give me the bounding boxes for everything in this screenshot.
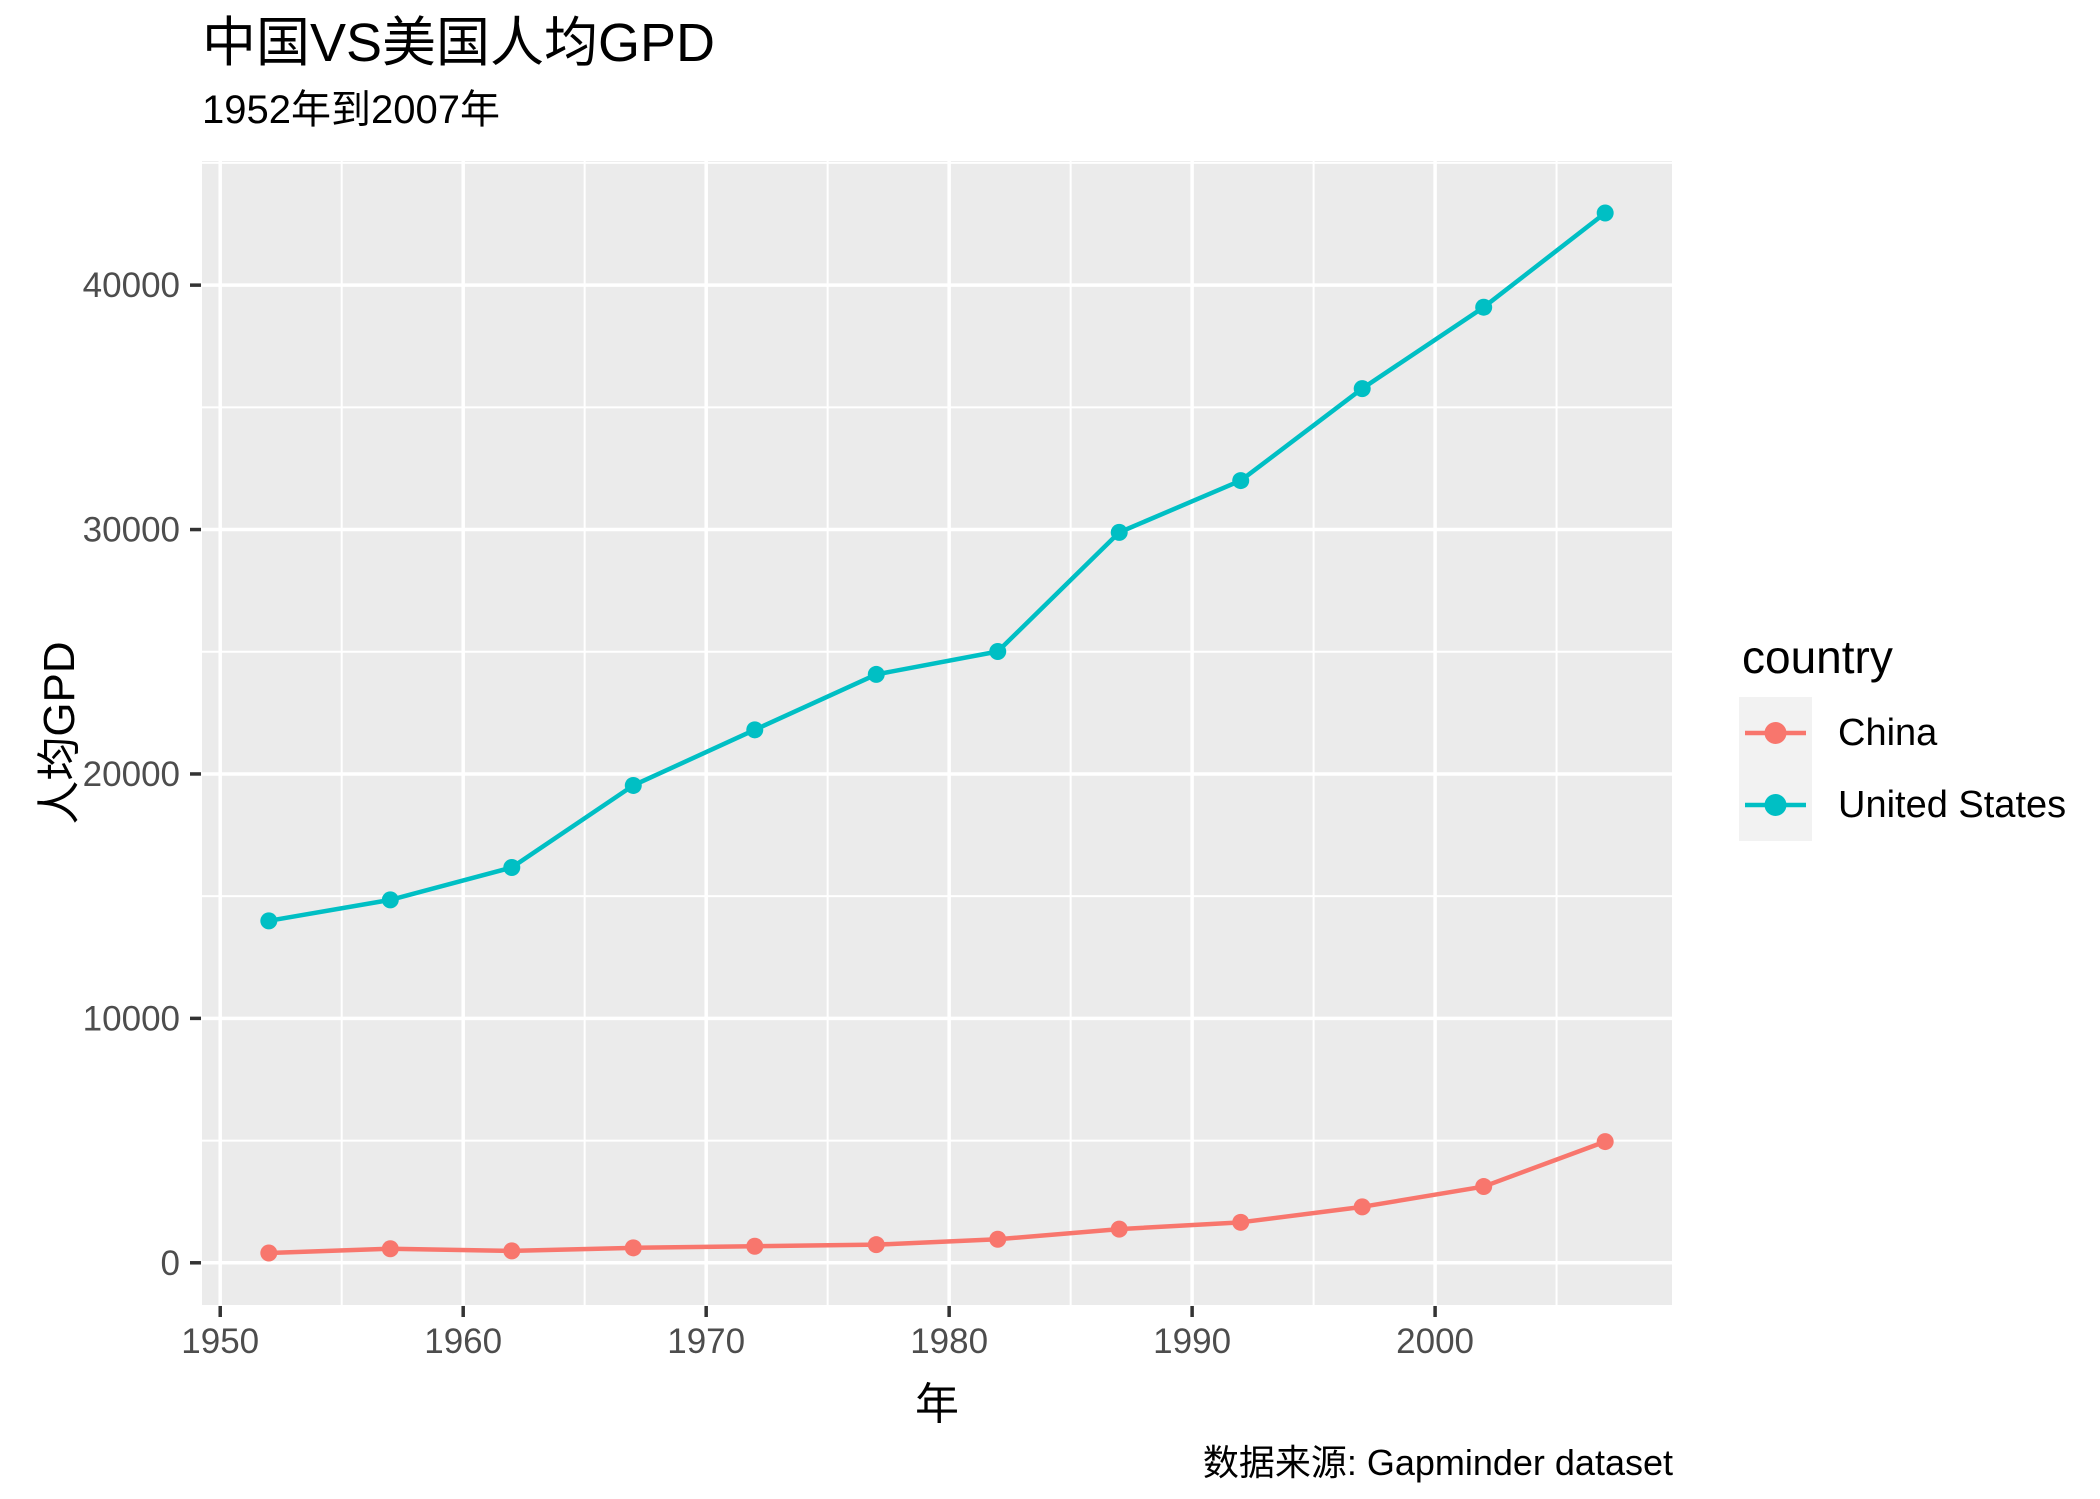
y-tick-label: 30000 — [83, 511, 180, 550]
legend-item-united-states: United States — [1739, 769, 2067, 842]
chart-caption: 数据来源: Gapminder dataset — [1202, 1442, 1673, 1483]
data-point-china — [989, 1230, 1007, 1248]
legend: country China United States — [1739, 630, 2067, 842]
data-point-united-states — [1232, 472, 1250, 490]
y-tick-label: 20000 — [83, 755, 180, 794]
legend-label-united-states: United States — [1838, 783, 2067, 826]
x-tick-label: 1970 — [667, 1322, 745, 1361]
data-point-united-states — [989, 643, 1007, 661]
x-tick-label: 1980 — [910, 1322, 988, 1361]
legend-key-symbol-united-states — [1739, 769, 1812, 842]
data-point-united-states — [746, 721, 764, 739]
x-tick-label: 1950 — [181, 1322, 259, 1361]
data-point-china — [1110, 1220, 1128, 1238]
data-point-united-states — [1475, 298, 1493, 316]
legend-title: country — [1742, 631, 1893, 683]
legend-key-symbol-china — [1739, 697, 1812, 770]
data-point-china — [1596, 1133, 1614, 1151]
data-point-china — [503, 1242, 521, 1260]
data-point-united-states — [1596, 204, 1614, 222]
x-tick-label: 1960 — [424, 1322, 502, 1361]
data-point-united-states — [867, 665, 885, 683]
data-point-china — [1232, 1213, 1250, 1231]
y-tick-label: 0 — [161, 1244, 180, 1283]
data-point-united-states — [260, 912, 278, 930]
data-point-china — [867, 1236, 885, 1254]
x-tick-label: 2000 — [1396, 1322, 1474, 1361]
panel-background — [202, 161, 1672, 1305]
data-point-china — [746, 1237, 764, 1255]
data-point-china — [381, 1240, 399, 1258]
y-axis-title: 人均GPD — [35, 641, 84, 825]
data-point-united-states — [624, 776, 642, 794]
legend-label-china: China — [1838, 711, 1938, 754]
chart-subtitle: 1952年到2007年 — [202, 88, 500, 132]
series-line-china — [268, 1139, 1606, 1256]
data-point-united-states — [1353, 380, 1371, 398]
legend-item-china: China — [1739, 697, 2066, 770]
data-point-united-states — [1110, 523, 1128, 541]
x-axis-title: 年 — [915, 1380, 959, 1429]
data-point-china — [1353, 1198, 1371, 1216]
legend-keys: China United States — [1739, 697, 2067, 842]
data-point-united-states — [381, 891, 399, 909]
chart-title: 中国VS美国人均GPD — [202, 13, 716, 73]
data-point-united-states — [503, 858, 521, 876]
data-point-china — [260, 1244, 278, 1262]
data-point-china — [1475, 1178, 1493, 1196]
x-tick-label: 1990 — [1153, 1322, 1231, 1361]
y-tick-label: 10000 — [83, 999, 180, 1038]
y-tick-label: 40000 — [83, 266, 180, 305]
series-line-united-states — [268, 211, 1607, 924]
data-point-china — [624, 1239, 642, 1257]
